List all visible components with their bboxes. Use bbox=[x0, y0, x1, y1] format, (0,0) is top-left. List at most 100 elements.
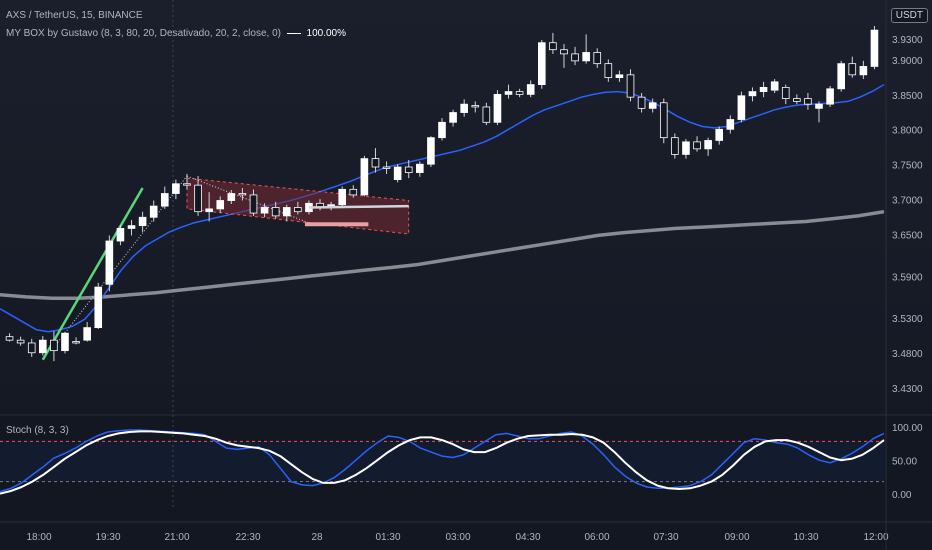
candle-body[interactable] bbox=[27, 342, 36, 354]
candle-body[interactable] bbox=[537, 42, 546, 86]
candle-body[interactable] bbox=[582, 52, 590, 62]
candle-body[interactable] bbox=[593, 52, 602, 65]
candle-body[interactable] bbox=[460, 103, 468, 113]
symbol-legend[interactable]: AXS / TetherUS, 15, BINANCE bbox=[6, 10, 143, 21]
candle-body[interactable] bbox=[216, 200, 225, 210]
candle-body[interactable] bbox=[404, 166, 413, 173]
candle-body[interactable] bbox=[105, 240, 114, 285]
candle-body[interactable] bbox=[815, 103, 823, 109]
stoch-tick-label: 0.00 bbox=[892, 490, 912, 501]
candle-body[interactable] bbox=[859, 66, 868, 76]
candle-body[interactable] bbox=[72, 341, 80, 344]
candle-body[interactable] bbox=[793, 98, 801, 102]
candle-body[interactable] bbox=[50, 339, 58, 352]
price-tick-label: 3.5300 bbox=[892, 314, 923, 325]
candle-body[interactable] bbox=[626, 74, 635, 98]
candle-body[interactable] bbox=[172, 183, 180, 194]
candle-body[interactable] bbox=[227, 193, 236, 201]
candle-body[interactable] bbox=[294, 207, 302, 213]
trend-line[interactable] bbox=[41, 187, 144, 361]
candle-body[interactable] bbox=[826, 88, 834, 105]
price-tick-label: 3.7500 bbox=[892, 161, 923, 172]
candle-body[interactable] bbox=[249, 194, 258, 214]
candle-body[interactable] bbox=[238, 193, 247, 196]
candle-body[interactable] bbox=[282, 207, 291, 217]
candle-body[interactable] bbox=[149, 205, 158, 218]
candle-body[interactable] bbox=[715, 128, 724, 141]
indicator-swatch bbox=[286, 32, 301, 34]
candle-body[interactable] bbox=[560, 49, 568, 55]
currency-badge[interactable]: USDT bbox=[890, 8, 928, 23]
candle-body[interactable] bbox=[726, 119, 735, 130]
indicator-value: 100.00% bbox=[306, 28, 347, 39]
candle-body[interactable] bbox=[615, 74, 624, 79]
candle-body[interactable] bbox=[737, 95, 746, 120]
candle-body[interactable] bbox=[205, 208, 213, 213]
stoch-d-line bbox=[0, 430, 885, 495]
candle-body[interactable] bbox=[671, 137, 679, 155]
candle-body[interactable] bbox=[704, 140, 712, 150]
stoch-tick-label: 100.00 bbox=[892, 423, 923, 434]
candle-body[interactable] bbox=[160, 193, 169, 207]
candle-body[interactable] bbox=[127, 225, 136, 229]
time-tick-label: 12:00 bbox=[863, 532, 888, 543]
candle-body[interactable] bbox=[526, 84, 535, 95]
candle-body[interactable] bbox=[693, 141, 701, 150]
price-tick-label: 3.8000 bbox=[892, 126, 923, 137]
candle-body[interactable] bbox=[549, 42, 557, 51]
candle-body[interactable] bbox=[648, 102, 657, 109]
candle-body[interactable] bbox=[116, 228, 125, 242]
candle-body[interactable] bbox=[338, 188, 347, 206]
candle-body[interactable] bbox=[515, 91, 524, 95]
candle-body[interactable] bbox=[360, 158, 369, 196]
stoch-pane bbox=[0, 415, 932, 550]
stoch-legend[interactable]: Stoch (8, 3, 3) bbox=[6, 425, 69, 436]
price-tick-label: 3.7000 bbox=[892, 196, 923, 207]
candle-body[interactable] bbox=[393, 166, 402, 180]
candle-body[interactable] bbox=[837, 63, 845, 90]
candle-body[interactable] bbox=[371, 158, 380, 168]
slow-moving-average-line bbox=[0, 209, 885, 301]
candle-body[interactable] bbox=[637, 96, 646, 109]
candle-body[interactable] bbox=[482, 106, 491, 123]
candle-body[interactable] bbox=[770, 81, 779, 91]
candle-body[interactable] bbox=[748, 91, 757, 97]
candle-body[interactable] bbox=[659, 102, 668, 139]
candle-body[interactable] bbox=[61, 332, 69, 352]
candle-body[interactable] bbox=[493, 93, 502, 123]
candle-body[interactable] bbox=[759, 86, 768, 92]
time-tick-label: 19:30 bbox=[95, 532, 120, 543]
candle-body[interactable] bbox=[471, 105, 480, 108]
candle-body[interactable] bbox=[848, 63, 857, 76]
candle-body[interactable] bbox=[5, 336, 14, 341]
candle-body[interactable] bbox=[604, 63, 613, 79]
candle-body[interactable] bbox=[138, 216, 147, 227]
candle-body[interactable] bbox=[194, 184, 202, 213]
candle-body[interactable] bbox=[449, 112, 457, 123]
candle-body[interactable] bbox=[682, 141, 690, 155]
candle-body[interactable] bbox=[260, 207, 269, 214]
price-tick-label: 3.4800 bbox=[892, 349, 923, 360]
candle-body[interactable] bbox=[504, 91, 513, 95]
candle-body[interactable] bbox=[804, 98, 812, 105]
candle-body[interactable] bbox=[16, 339, 25, 344]
candle-body[interactable] bbox=[427, 137, 435, 165]
indicator-legend[interactable]: MY BOX by Gustavo (8, 3, 80, 20, Desativ… bbox=[6, 28, 346, 39]
candle-body[interactable] bbox=[83, 327, 91, 341]
candle-body[interactable] bbox=[183, 183, 191, 186]
candle-body[interactable] bbox=[271, 207, 280, 217]
candle-body[interactable] bbox=[39, 339, 47, 354]
candle-body[interactable] bbox=[870, 29, 879, 67]
candle-body[interactable] bbox=[416, 163, 424, 173]
candle-body[interactable] bbox=[571, 53, 579, 62]
indicator-title: MY BOX by Gustavo (8, 3, 80, 20, Desativ… bbox=[6, 28, 281, 39]
candle-body[interactable] bbox=[781, 86, 790, 99]
candle-body[interactable] bbox=[94, 286, 103, 329]
stoch-tick-label: 50.00 bbox=[892, 457, 917, 468]
candle-body[interactable] bbox=[349, 188, 358, 196]
time-tick-label: 01:30 bbox=[375, 532, 400, 543]
candle-body[interactable] bbox=[382, 166, 391, 169]
candle-body[interactable] bbox=[438, 121, 446, 139]
